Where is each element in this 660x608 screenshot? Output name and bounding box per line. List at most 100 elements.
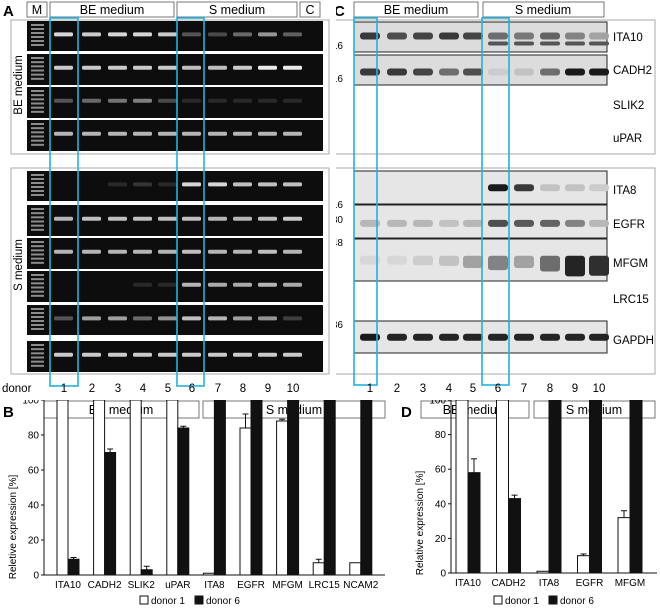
protein-label-egfr: EGFR [613, 219, 645, 231]
band-gapdh-lane-8 [233, 352, 252, 357]
mw-116-b: 116 [336, 74, 343, 85]
ladder-band [31, 208, 44, 210]
blot-band-ita10-lane-7 [514, 32, 534, 40]
bar-mfgm-donor-1 [617, 517, 631, 574]
y-tick-label-0: 0 [33, 571, 39, 582]
bar-upar-donor-6 [177, 427, 190, 576]
band-lrc15-lane-9 [258, 282, 277, 287]
blot-band-cadh2-lane-4 [439, 68, 459, 76]
blot-band-mfgm-lane-4 [439, 255, 459, 266]
mw-116-c: 116 [336, 200, 343, 211]
ladder-band [31, 320, 44, 322]
bar-ita10-donor-1 [56, 400, 69, 576]
band-mfgm-lane-6 [182, 249, 201, 254]
blot-band-ita10-lower [514, 41, 534, 46]
panel-a-lane-numbers: 1 2 3 4 5 6 7 8 9 10 [61, 383, 300, 395]
ladder-band [31, 28, 44, 30]
band-mfgm-lane-9 [258, 249, 277, 254]
blot-band-ita10-lane-5 [463, 32, 483, 40]
ladder-band [31, 194, 44, 196]
c-donor-6-highlight [481, 17, 510, 386]
ladder-band [31, 224, 44, 227]
ladder-band [31, 324, 44, 326]
ladder-band [31, 143, 44, 146]
d-legend-swatch-donor-1 [493, 595, 503, 605]
blot-band-ita10-lane-3 [413, 32, 433, 40]
protein-label-slik2: SLIK2 [613, 100, 644, 112]
pcr-gel-strips [27, 21, 323, 372]
band-slik2-lane-10 [283, 98, 302, 103]
band-ita10-lane-8 [233, 32, 252, 37]
band-ita10-lane-7 [208, 32, 227, 37]
band-gapdh-lane-5 [158, 352, 177, 357]
ladder-band [31, 278, 44, 281]
b-legend-donor-1: donor 1 [151, 596, 185, 607]
band-slik2-lane-1 [54, 98, 73, 103]
blot-band-egfr-lane-5 [463, 219, 483, 227]
band-gapdh-lane-3 [108, 352, 127, 357]
blot-band-ita8-lane-7 [514, 184, 534, 192]
band-ncam2-lane-10 [283, 316, 302, 321]
ladder-band [31, 216, 44, 219]
blot-band-ita8-lane-9 [565, 184, 585, 192]
x-tick-label-egfr: EGFR [237, 580, 265, 591]
mw-116-a: 116 [336, 41, 343, 52]
band-ita8-lane-5 [158, 182, 177, 187]
ladder-band [31, 135, 44, 138]
blot-band-cadh2-lane-9 [565, 68, 585, 76]
ladder-band [31, 102, 44, 105]
ladder-band [31, 65, 44, 68]
ladder-band [31, 57, 44, 59]
blot-band-mfgm-lane-6 [488, 255, 508, 271]
panel-c-letter: C [336, 3, 345, 20]
blot-band-ita10-lower [565, 41, 585, 46]
d-y-axis-title: Relative expression [%] [415, 471, 426, 576]
band-ita8-lane-4 [133, 182, 152, 187]
s-medium-header: S medium [209, 3, 265, 17]
bar-egfr-donor-1 [577, 555, 590, 574]
ladder-band [31, 364, 44, 367]
d-legend: donor 1 donor 6 [493, 595, 594, 607]
protein-label-mfgm: MFGM [613, 258, 648, 270]
x-tick-label-egfr: EGFR [576, 578, 604, 589]
band-ita10-lane-4 [133, 32, 152, 37]
band-ncam2-lane-6 [182, 316, 201, 321]
x-tick-label-upar: uPAR [165, 580, 190, 591]
ladder-band [31, 73, 44, 76]
band-ncam2-lane-3 [108, 316, 127, 321]
ladder-band [31, 127, 44, 130]
blot-band-cadh2-lane-8 [540, 68, 560, 76]
band-cadh2-lane-6 [182, 65, 201, 70]
y-tick-label-20: 20 [28, 536, 40, 547]
bar-ita8-donor-1 [536, 570, 550, 574]
x-tick-label-slik2: SLIK2 [128, 580, 156, 591]
band-ncam2-lane-8 [233, 316, 252, 321]
band-ita10-lane-3 [108, 32, 127, 37]
blot-band-cadh2-lane-1 [360, 68, 380, 76]
band-gapdh-lane-9 [258, 352, 277, 357]
blot-band-ita10-lower [589, 41, 609, 46]
band-slik2-lane-7 [208, 98, 227, 103]
band-upar-lane-10 [283, 131, 302, 136]
blot-band-mfgm-lane-8 [540, 255, 560, 272]
x-tick-label-mfgm: MFGM [615, 578, 646, 589]
blot-band-egfr-lane-4 [439, 219, 459, 227]
blot-band-ita10-lane-8 [540, 32, 560, 40]
band-gapdh-lane-4 [133, 352, 152, 357]
ladder-band [31, 61, 44, 64]
bar-ita10-donor-6 [467, 472, 481, 574]
blot-band-ita8-lane-6 [488, 184, 508, 192]
y-tick-label-60: 60 [435, 465, 447, 476]
mw-48: 48 [336, 238, 343, 249]
donor-1-highlight [49, 17, 79, 387]
band-egfr-lane-5 [158, 216, 177, 221]
ladder-band [31, 44, 44, 46]
bar-egfr-donor-6 [589, 400, 602, 574]
band-egfr-lane-3 [108, 216, 127, 221]
ladder-band [31, 253, 44, 256]
c-lane-number-9: 9 [572, 383, 578, 395]
blot-band-egfr-lane-10 [589, 219, 609, 227]
band-cadh2-lane-1 [54, 65, 73, 70]
bar-ncam2-donor-1 [349, 562, 362, 576]
y-tick-label-40: 40 [28, 501, 40, 512]
